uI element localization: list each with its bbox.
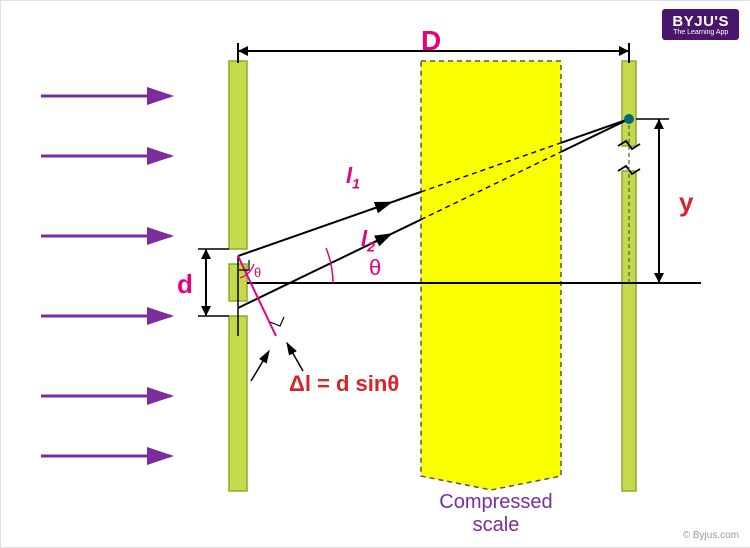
- label-l1: l1: [346, 163, 360, 191]
- label-l1-sub: 1: [352, 175, 360, 191]
- label-compressed-1: Compressed: [439, 491, 552, 513]
- label-D: D: [421, 25, 441, 57]
- label-theta: θ: [369, 255, 381, 281]
- label-delta: Δl = d sinθ: [289, 371, 399, 397]
- diagram-canvas: BYJU'S The Learning App D d y l1 l2 θ θ …: [0, 0, 750, 548]
- label-theta-small: θ: [254, 265, 261, 280]
- label-l2-sub: 2: [367, 238, 375, 254]
- label-compressed: Compressed scale: [421, 491, 571, 537]
- label-l2: l2: [361, 226, 375, 254]
- label-d: d: [177, 269, 193, 300]
- label-compressed-2: scale: [473, 514, 520, 536]
- copyright-text: © Byjus.com: [683, 530, 739, 541]
- label-y: y: [679, 187, 693, 218]
